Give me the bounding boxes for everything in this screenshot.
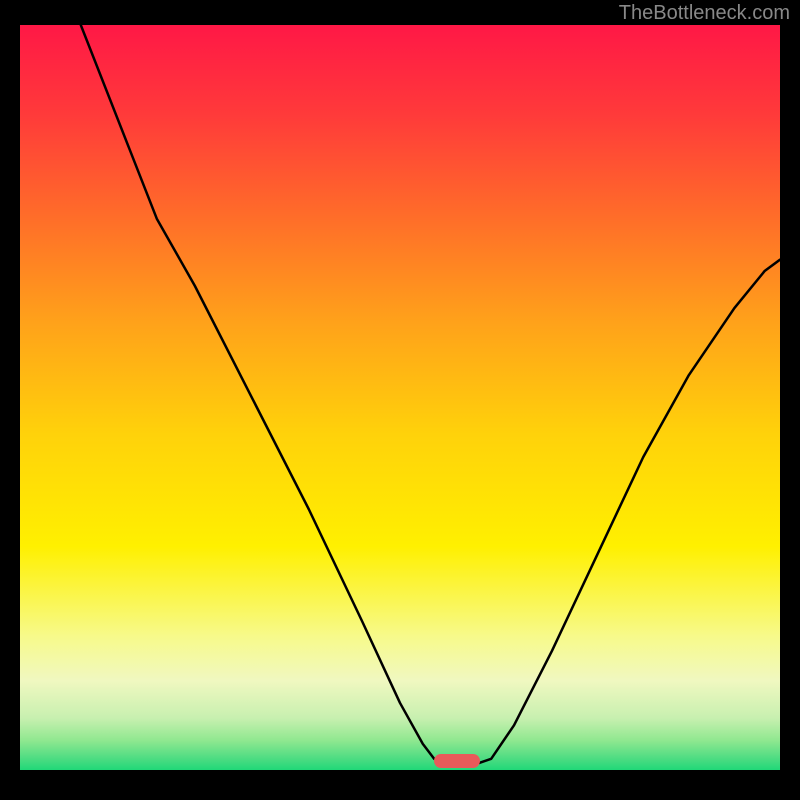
- bottleneck-curve: [20, 25, 780, 770]
- curve-path: [81, 25, 780, 764]
- chart-plot-area: [20, 25, 780, 770]
- optimal-marker: [434, 754, 480, 767]
- watermark-text: TheBottleneck.com: [619, 2, 790, 25]
